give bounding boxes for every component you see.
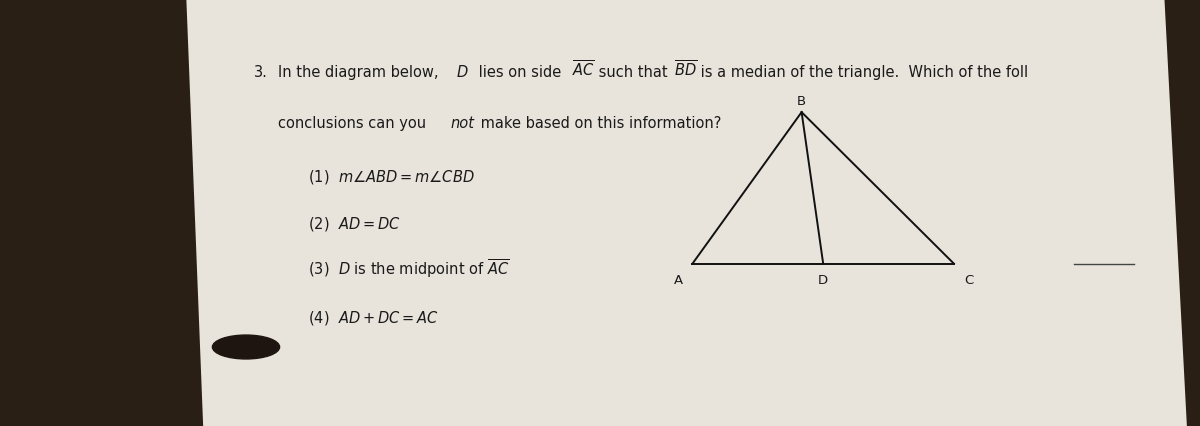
Text: such that: such that bbox=[594, 65, 672, 80]
Text: conclusions can you: conclusions can you bbox=[278, 116, 431, 131]
Text: (3)  $D$ is the midpoint of $\overline{AC}$: (3) $D$ is the midpoint of $\overline{AC… bbox=[308, 257, 510, 280]
Text: D: D bbox=[818, 273, 828, 286]
Text: B: B bbox=[797, 95, 806, 108]
Text: $D$: $D$ bbox=[456, 64, 468, 80]
Polygon shape bbox=[186, 0, 1188, 426]
Text: In the diagram below,: In the diagram below, bbox=[278, 65, 444, 80]
Text: not: not bbox=[450, 116, 474, 131]
Text: 3.: 3. bbox=[254, 65, 269, 80]
Text: C: C bbox=[964, 273, 973, 286]
Circle shape bbox=[212, 335, 280, 359]
Text: A: A bbox=[673, 273, 683, 286]
Text: $\overline{BD}$: $\overline{BD}$ bbox=[674, 60, 697, 80]
Text: lies on side: lies on side bbox=[474, 65, 566, 80]
Text: make based on this information?: make based on this information? bbox=[476, 116, 721, 131]
Text: (1)  $m\angle ABD = m\angle CBD$: (1) $m\angle ABD = m\angle CBD$ bbox=[308, 167, 475, 186]
Text: (4)  $AD + DC = AC$: (4) $AD + DC = AC$ bbox=[308, 308, 439, 326]
Text: $\overline{AC}$: $\overline{AC}$ bbox=[572, 60, 595, 80]
Text: is a median of the triangle.  Which of the foll: is a median of the triangle. Which of th… bbox=[696, 65, 1028, 80]
Text: (2)  $AD = DC$: (2) $AD = DC$ bbox=[308, 214, 401, 233]
